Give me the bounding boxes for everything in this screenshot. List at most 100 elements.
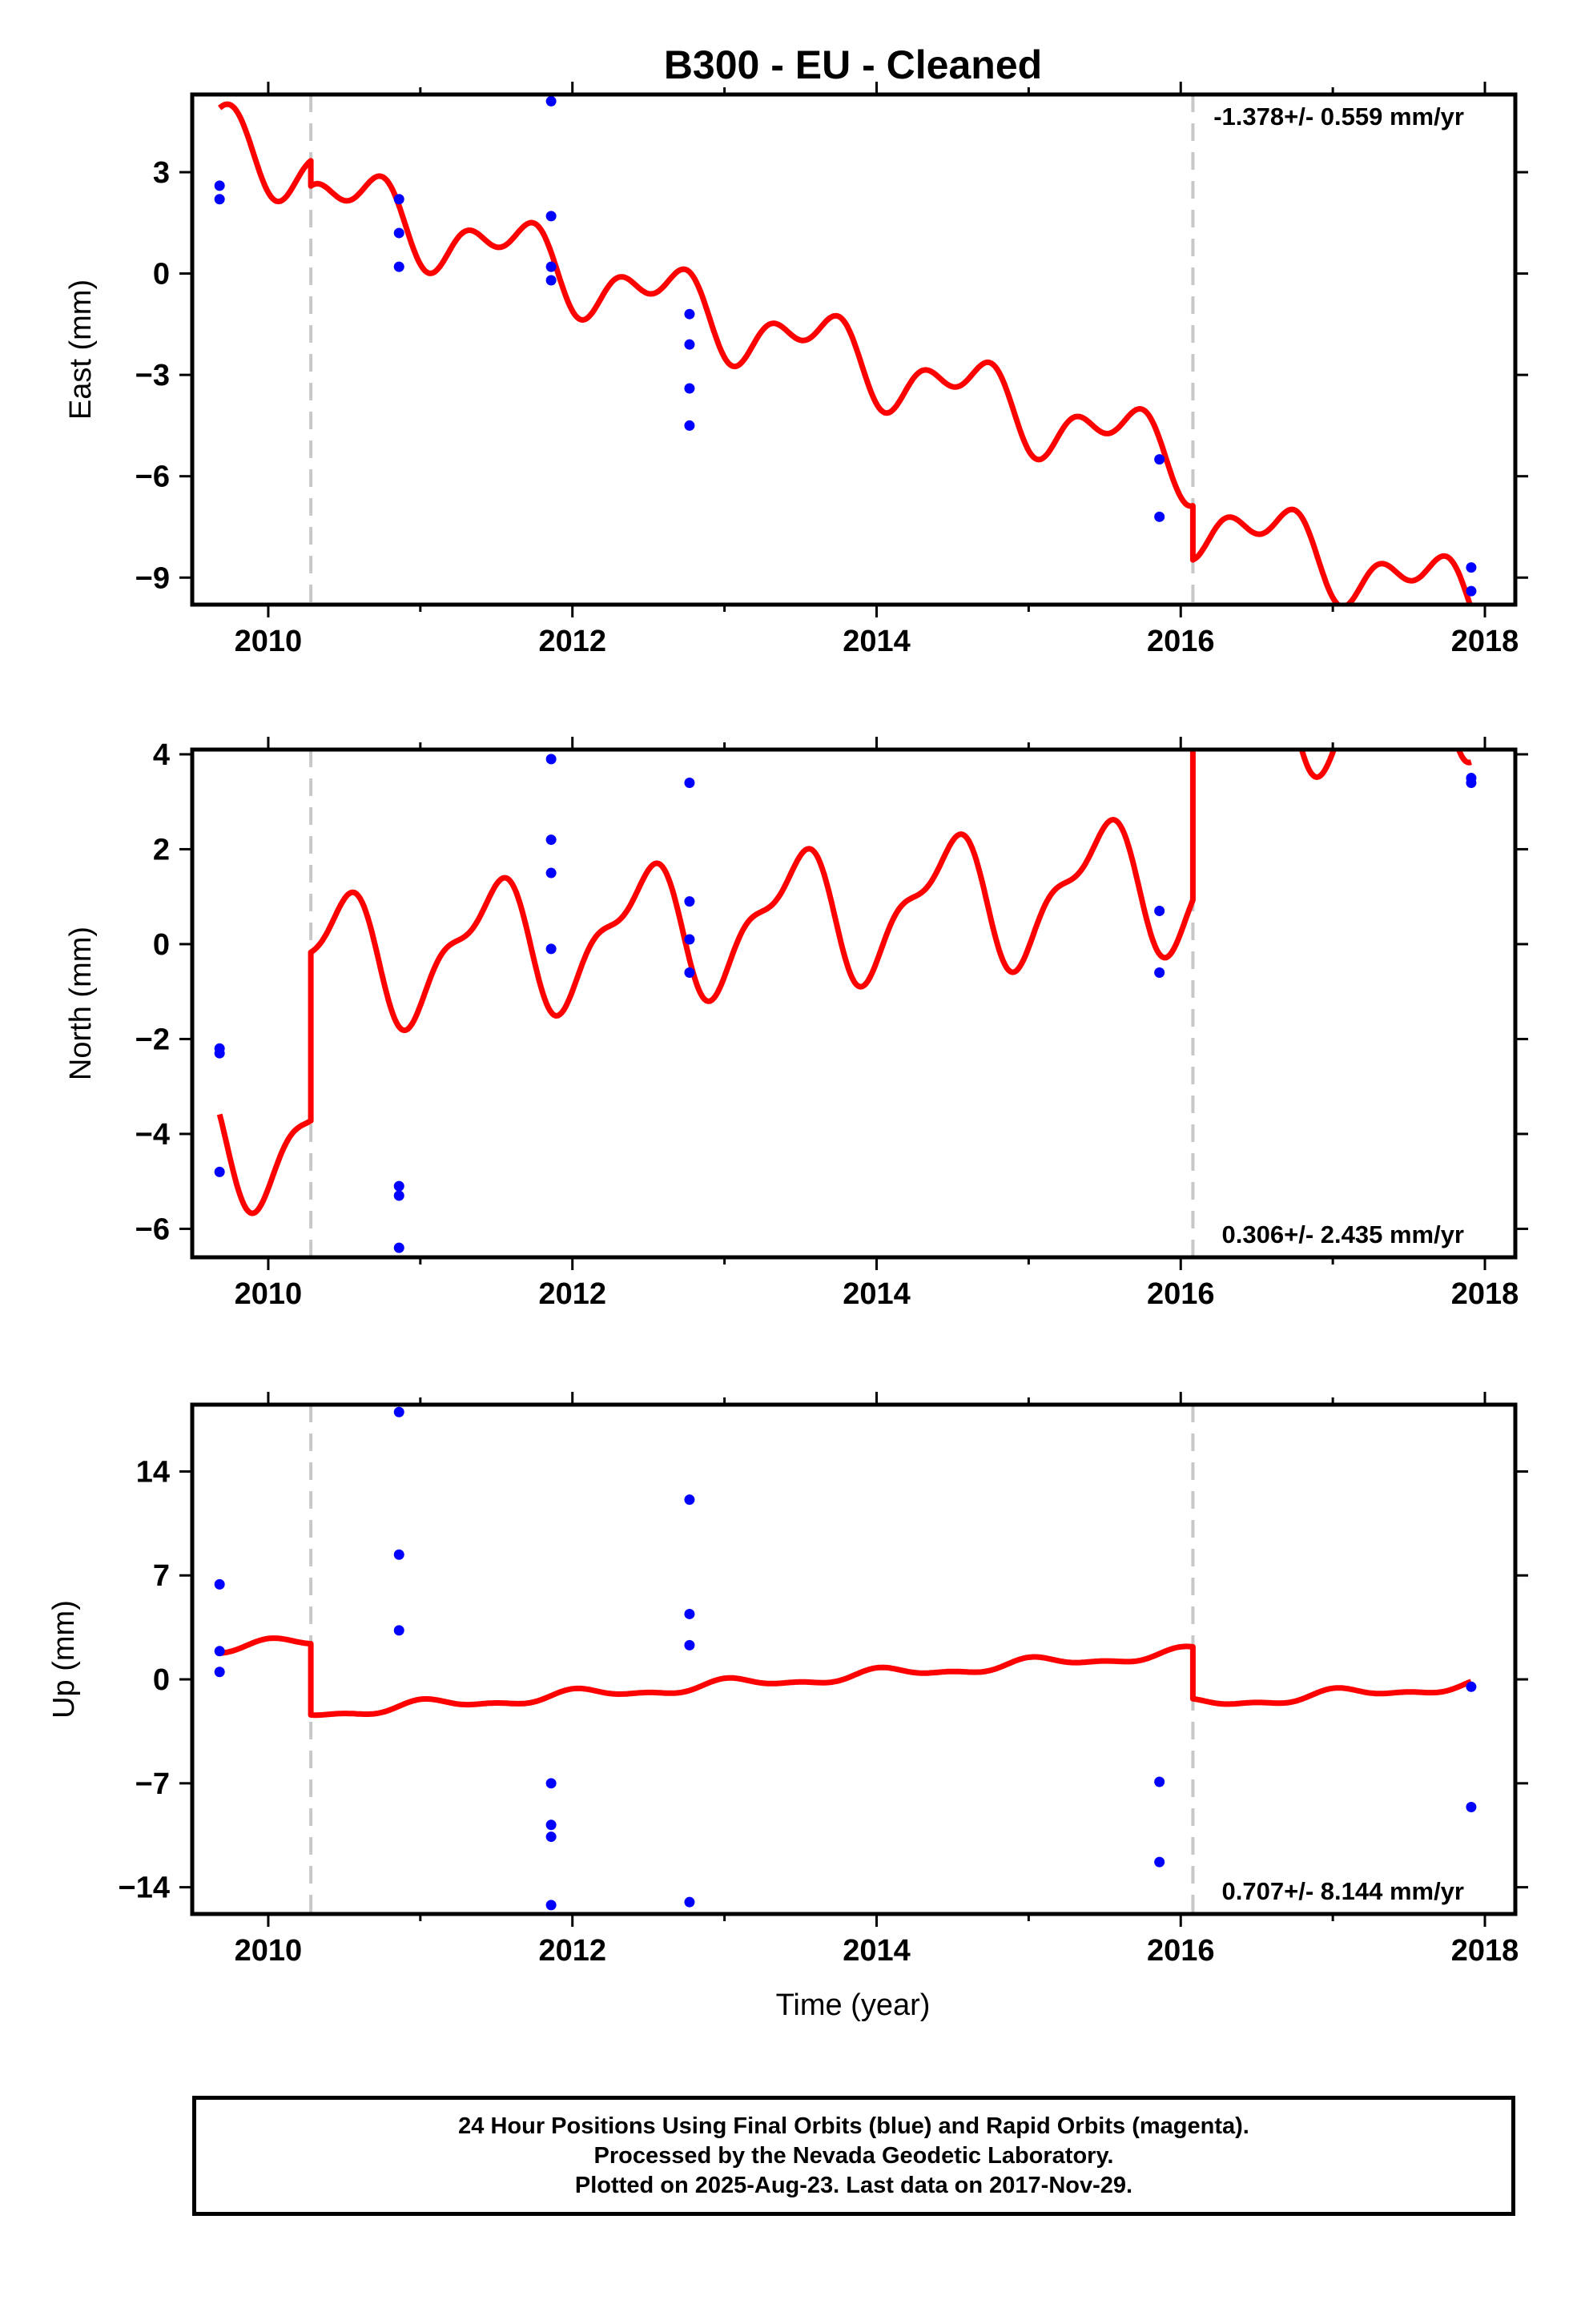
data-point [214, 1667, 225, 1678]
x-axis-label: Time (year) [776, 1988, 931, 2022]
panel-up: 2010 2012 2014 2016 2018 14 7 0 −7 −14 Up (mm) 0.70… [47, 1392, 1528, 1968]
panel-north: 2010 2012 2014 2016 2018 4 2 0 −2 −4 −6 North (mm) 0… [64, 737, 1528, 1311]
data-point [214, 1578, 225, 1590]
y-tick-label: 14 [136, 1455, 170, 1489]
data-point [545, 943, 557, 955]
footer-line-2: Processed by the Nevada Geodetic Laborat… [593, 2142, 1114, 2169]
y-axis-label: North (mm) [64, 927, 98, 1080]
data-point [393, 1625, 404, 1636]
y-tick-label: 3 [153, 156, 170, 190]
data-point [214, 1646, 225, 1657]
data-point [1154, 511, 1165, 522]
rate-annotation: -1.378+/- 0.559 mm/yr [1213, 103, 1464, 131]
data-point [1154, 454, 1165, 465]
data-point [684, 1896, 695, 1908]
data-point [684, 420, 695, 431]
x-tick-label: 2016 [1147, 625, 1215, 658]
data-point [1466, 585, 1477, 597]
data-point [545, 754, 557, 765]
data-point [684, 934, 695, 945]
x-tick-label: 2014 [843, 1277, 911, 1311]
data-point [1466, 562, 1477, 573]
data-point [684, 967, 695, 978]
x-tick-label: 2014 [843, 625, 911, 658]
model-curve [218, 101, 1473, 605]
data-point [545, 211, 557, 222]
data-point [1154, 1856, 1165, 1868]
plot-frame [190, 1402, 1518, 1916]
x-tick-label: 2012 [538, 1934, 606, 1968]
data-point [393, 261, 404, 272]
plot-frame [190, 747, 1518, 1260]
data-point [393, 1549, 404, 1560]
y-tick-label: −9 [135, 561, 170, 595]
data-point [214, 180, 225, 191]
data-point [214, 194, 225, 205]
y-tick-label: −2 [135, 1023, 170, 1056]
y-axis-label: Up (mm) [47, 1600, 81, 1719]
data-point [545, 1778, 557, 1789]
y-tick-label: −7 [135, 1767, 170, 1801]
data-point [1466, 1681, 1477, 1692]
x-tick-label: 2018 [1451, 625, 1519, 658]
data-point [545, 261, 557, 272]
data-point [393, 227, 404, 239]
y-tick-label: −6 [135, 460, 170, 494]
data-point [684, 383, 695, 394]
panel-east: 2010 2012 2014 2016 2018 3 0 −3 −6 −9 East (mm) -1.… [64, 82, 1528, 658]
data-point [214, 1166, 225, 1177]
y-tick-label: −4 [135, 1118, 170, 1152]
data-point [1466, 777, 1477, 788]
data-point [393, 194, 404, 205]
footer-box: 24 Hour Positions Using Final Orbits (bl… [192, 2096, 1515, 2216]
data-point [393, 1190, 404, 1201]
data-point [545, 1900, 557, 1911]
y-tick-label: 0 [153, 1663, 170, 1697]
data-point [684, 777, 695, 788]
x-tick-label: 2016 [1147, 1934, 1215, 1968]
data-point [1154, 1776, 1165, 1787]
data-point [1154, 967, 1165, 978]
x-tick-label: 2012 [538, 625, 606, 658]
y-tick-label: 7 [153, 1559, 170, 1593]
data-point [684, 1639, 695, 1651]
y-tick-label: −6 [135, 1212, 170, 1246]
y-tick-label: 4 [153, 738, 170, 772]
x-tick-label: 2012 [538, 1277, 606, 1311]
x-tick-label: 2010 [235, 625, 303, 658]
x-tick-label: 2010 [235, 1277, 303, 1311]
x-tick-label: 2018 [1451, 1277, 1519, 1311]
data-point [545, 95, 557, 107]
data-point [545, 275, 557, 286]
footer-line-1: 24 Hour Positions Using Final Orbits (bl… [458, 2113, 1249, 2139]
y-tick-label: 0 [153, 928, 170, 962]
y-axis-label: East (mm) [64, 279, 98, 420]
data-point [684, 896, 695, 907]
data-point [684, 339, 695, 350]
x-tick-label: 2018 [1451, 1934, 1519, 1968]
data-point [393, 1180, 404, 1192]
y-tick-label: −14 [119, 1872, 170, 1905]
rate-annotation: 0.306+/- 2.435 mm/yr [1222, 1220, 1464, 1248]
data-point [545, 1819, 557, 1831]
data-point [684, 308, 695, 320]
data-point [1466, 1801, 1477, 1812]
x-tick-label: 2016 [1147, 1277, 1215, 1311]
data-point [393, 1406, 404, 1417]
rate-annotation: 0.707+/- 8.144 mm/yr [1222, 1877, 1464, 1905]
figure-title: B300 - EU - Cleaned [664, 42, 1042, 87]
y-tick-label: 2 [153, 833, 170, 866]
model-curve [216, 750, 1473, 1216]
y-tick-label: −3 [135, 359, 170, 392]
data-point [393, 1242, 404, 1253]
data-point [545, 1831, 557, 1843]
data-point [684, 1608, 695, 1619]
y-tick-label: 0 [153, 258, 170, 292]
plot-frame [190, 92, 1518, 607]
x-tick-label: 2010 [235, 1934, 303, 1968]
x-tick-label: 2014 [843, 1934, 911, 1968]
data-point [214, 1047, 225, 1059]
data-point [545, 867, 557, 879]
data-point [1154, 905, 1165, 916]
